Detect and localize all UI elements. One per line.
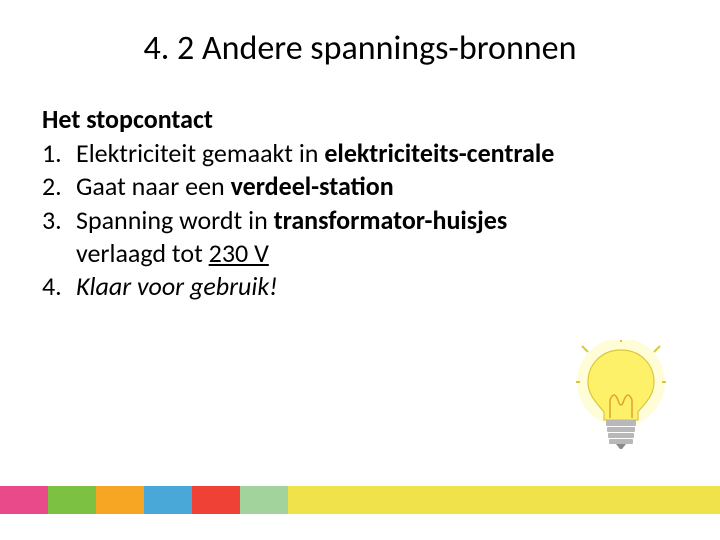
text-prefix: Gaat naar een: [76, 170, 231, 202]
slide-title: 4. 2 Andere spannings-bronnen: [40, 28, 680, 69]
text-bold: verdeel-station: [231, 170, 394, 202]
footer-stripe: [0, 486, 720, 514]
list-item: 2. Gaat naar een verdeel-station: [42, 170, 680, 203]
stripe-segment: [96, 486, 144, 514]
list-number: 2.: [42, 170, 76, 203]
list-item: 4. Klaar voor gebruik!: [42, 270, 680, 303]
list-text: Gaat naar een verdeel-station: [76, 170, 680, 203]
text-underline: 230 V: [209, 237, 269, 269]
stripe-segment: [240, 486, 288, 514]
list-number: 1.: [42, 137, 76, 170]
text-prefix: Spanning wordt in: [76, 204, 274, 236]
stripe-segment: [288, 486, 720, 514]
list-item: 1. Elektriciteit gemaakt in elektricitei…: [42, 137, 680, 170]
lightbulb-icon: [576, 340, 666, 450]
list-number: 3.: [42, 204, 76, 271]
text-bold: elektriciteits-centrale: [324, 137, 554, 169]
numbered-list: 1. Elektriciteit gemaakt in elektricitei…: [42, 137, 680, 303]
list-text-italic: Klaar voor gebruik!: [76, 270, 680, 303]
stripe-segment: [192, 486, 240, 514]
list-text: Elektriciteit gemaakt in elektriciteits-…: [76, 137, 680, 170]
list-text: Spanning wordt in transformator-huisjes …: [76, 204, 680, 271]
stripe-segment: [0, 486, 48, 514]
list-item: 3. Spanning wordt in transformator-huisj…: [42, 204, 680, 271]
list-number: 4.: [42, 270, 76, 303]
stripe-segment: [144, 486, 192, 514]
slide-subtitle: Het stopcontact: [42, 103, 680, 135]
stripe-segment: [48, 486, 96, 514]
slide: 4. 2 Andere spannings-bronnen Het stopco…: [0, 0, 720, 540]
text-bold: transformator-huisjes: [274, 204, 508, 236]
text-prefix: Elektriciteit gemaakt in: [76, 137, 324, 169]
text-line2: verlaagd tot: [76, 237, 209, 269]
